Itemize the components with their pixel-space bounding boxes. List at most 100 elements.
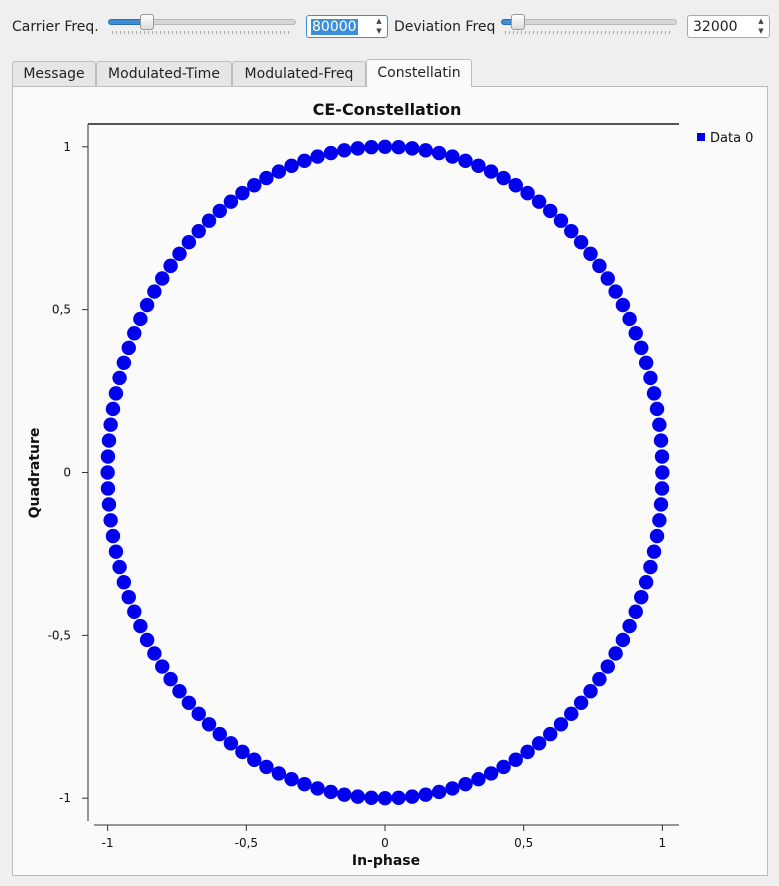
y-tick-label: 0 [63,466,71,480]
data-point [116,575,132,590]
carrier-freq-slider[interactable] [108,14,296,34]
spin-arrows[interactable]: ▲ ▼ [755,17,767,36]
data-point [573,234,589,250]
data-point [172,684,187,699]
carrier-freq-spinbox[interactable]: 80000 ▲ ▼ [306,15,388,38]
data-point [103,513,118,528]
data-point [543,203,558,219]
legend-swatch [697,133,705,141]
data-point [163,258,178,274]
tab-pane: CE-Constellation -1 -0,5 0 0,5 1 -1 -0,5 0 0,5 1 … [12,86,768,876]
plot-points [100,139,670,806]
data-point [271,766,287,781]
data-point [445,149,460,164]
data-point [649,401,665,417]
data-point [337,787,352,802]
data-point [496,759,511,775]
spin-down-icon[interactable]: ▼ [758,27,764,35]
data-point [297,776,312,792]
slider-handle[interactable] [140,14,154,30]
data-point [553,717,569,732]
x-tick-label: 0 [381,836,389,850]
data-point [284,771,299,787]
data-point [121,589,136,605]
x-tick-label: 0,5 [514,836,533,850]
data-point [235,744,250,760]
x-tick-label: -0,5 [235,836,258,850]
data-point [592,258,607,274]
data-point [531,736,547,751]
data-point [247,752,262,767]
data-point [155,659,170,674]
legend-label: Data 0 [710,131,753,146]
data-point [628,604,643,619]
slider-ticks [112,31,292,34]
data-point [615,632,631,648]
data-point [653,497,669,512]
data-point [350,141,366,156]
data-point [391,790,406,806]
y-axis-title: Quadrature [27,428,43,519]
data-point [112,370,127,386]
tab-message[interactable]: Message [12,61,96,86]
data-point [223,194,239,209]
data-point [121,340,136,356]
data-point [431,784,447,800]
tab-modulated-time[interactable]: Modulated-Time [96,61,232,86]
data-point [103,417,118,432]
data-point [100,481,116,496]
data-point [404,141,420,156]
data-point [583,684,598,699]
data-point [404,789,420,804]
data-point [615,297,631,313]
data-point [543,726,558,742]
data-point [364,790,379,806]
deviation-freq-slider[interactable] [501,14,677,34]
data-point [259,759,274,775]
carrier-freq-value[interactable]: 80000 [311,19,358,35]
data-point [445,781,460,796]
data-point [638,575,654,590]
data-point [431,145,447,161]
deviation-freq-value[interactable]: 32000 [693,19,738,35]
data-point [564,223,579,239]
data-point [471,771,486,787]
y-tick-label: -0,5 [48,628,71,642]
data-point [628,326,643,341]
data-point [654,481,670,496]
data-point [100,449,116,464]
data-point [458,153,473,169]
data-point [191,706,206,722]
data-point [646,544,662,559]
data-point [350,789,366,804]
spin-arrows[interactable]: ▲ ▼ [373,17,385,36]
data-point [181,234,197,250]
data-point [564,706,579,722]
data-point [592,671,607,687]
slider-handle[interactable] [511,14,525,30]
data-point [105,401,121,417]
data-point [652,417,667,432]
tab-constellatin[interactable]: Constellatin [366,59,472,87]
data-point [172,246,187,261]
data-point [271,164,287,179]
tab-modulated-freq[interactable]: Modulated-Freq [232,61,366,86]
data-point [116,355,132,370]
data-point [191,223,206,239]
data-point [201,717,217,732]
data-point [608,284,623,299]
data-point [600,659,615,674]
data-point [163,671,178,687]
data-point [471,158,486,174]
data-point [377,139,393,154]
data-point [181,695,197,711]
data-point [643,370,658,386]
data-point [508,178,523,193]
deviation-freq-spinbox[interactable]: 32000 ▲ ▼ [687,15,770,38]
spin-up-icon[interactable]: ▲ [758,17,764,25]
spin-up-icon[interactable]: ▲ [376,17,382,25]
deviation-freq-label: Deviation Freq [394,19,496,35]
data-point [655,465,670,480]
spin-down-icon[interactable]: ▼ [376,27,382,35]
data-point [127,326,142,341]
